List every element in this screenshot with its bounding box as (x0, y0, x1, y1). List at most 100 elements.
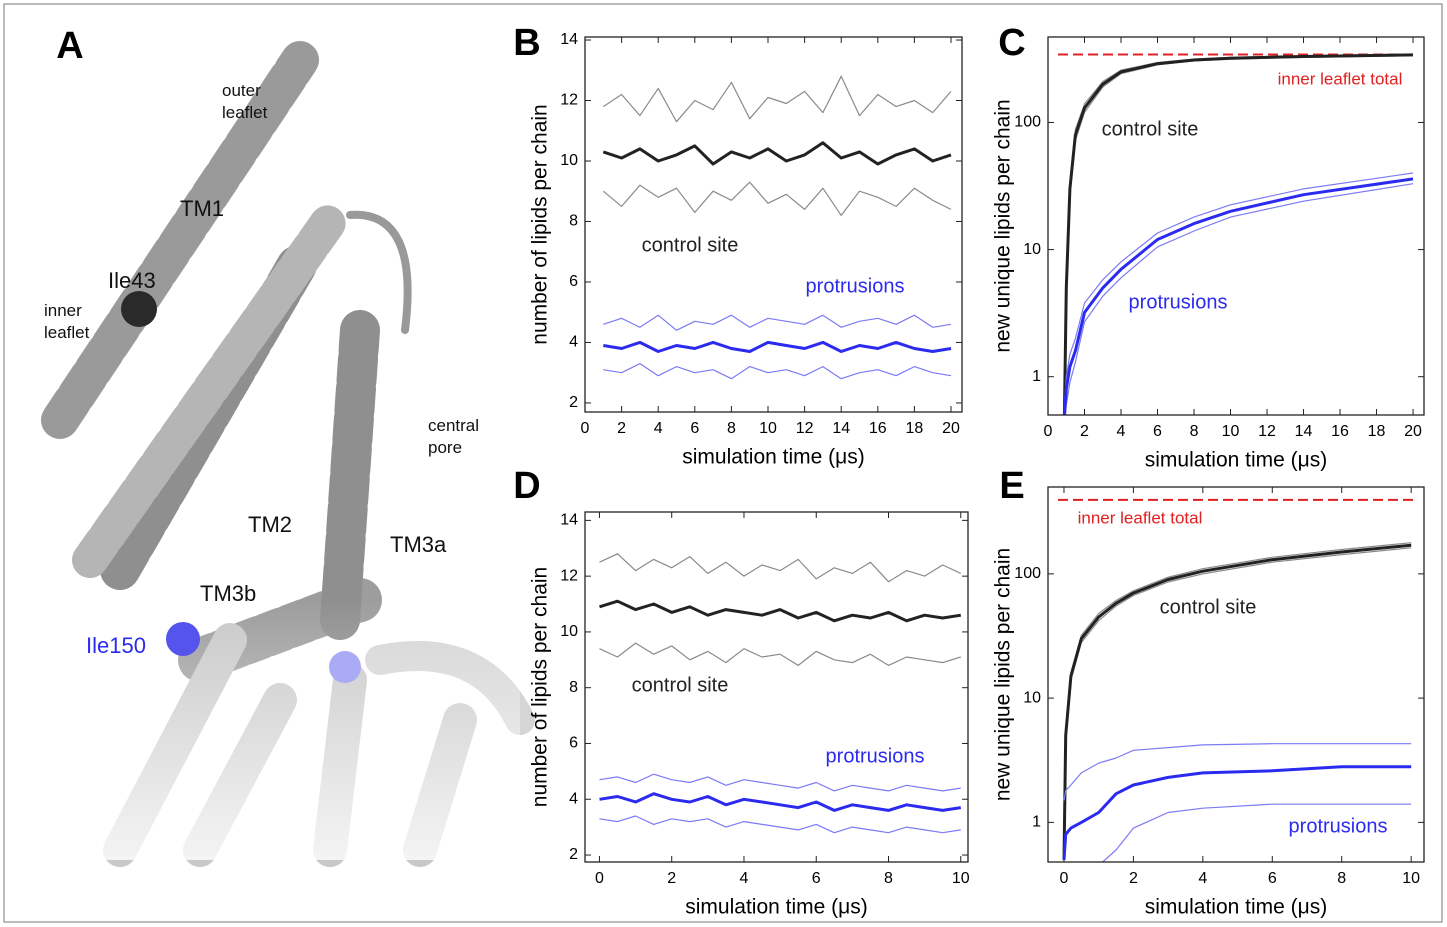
x-tick-label: 6 (1268, 870, 1277, 887)
series-label: protrusions (1129, 291, 1228, 313)
series-line (1063, 743, 1412, 801)
structure-label: TM2 (248, 512, 292, 537)
x-tick-label: 16 (869, 420, 887, 437)
plot-frame (584, 511, 969, 863)
y-tick-label: 6 (569, 273, 578, 290)
series-line (602, 181, 952, 216)
structure-label: central pore (428, 416, 480, 457)
ile43-sphere (121, 291, 157, 327)
series-line (1062, 765, 1412, 860)
plot-area (1058, 53, 1414, 415)
series-line (599, 773, 961, 792)
x-tick-label: 2 (1080, 423, 1089, 440)
structure-label: TM3a (390, 532, 447, 557)
series-label: control site (642, 234, 739, 256)
series-line (602, 141, 952, 166)
series-label: protrusions (1289, 815, 1388, 837)
series-line (599, 599, 962, 623)
y-tick-label: 4 (569, 334, 578, 351)
series-label: protrusions (806, 275, 905, 297)
x-tick-label: 4 (1117, 423, 1126, 440)
plot-frame (1047, 36, 1425, 416)
x-tick-label: 18 (906, 420, 924, 437)
x-tick-label: 0 (581, 420, 590, 437)
ile150-sphere-b (329, 651, 361, 683)
depth-fade (80, 600, 520, 860)
protein-structure (41, 41, 535, 867)
figure-border (3, 3, 1443, 923)
y-tick-label: 8 (569, 679, 578, 696)
x-tick-label: 10 (952, 870, 970, 887)
series-line (603, 314, 952, 331)
helix-back (72, 202, 348, 578)
y-tick-label: 1 (1032, 814, 1041, 831)
x-tick-label: 10 (1222, 423, 1240, 440)
x-tick-label: 12 (796, 420, 814, 437)
x-tick-label: 8 (727, 420, 736, 437)
x-tick-label: 8 (884, 870, 893, 887)
x-tick-label: 10 (759, 420, 777, 437)
reference-label: inner leaflet total (1278, 69, 1403, 88)
structure-label: Ile150 (86, 633, 146, 658)
y-axis-label: new unique lipids per chain (992, 548, 1015, 801)
structure-label: outer leaflet (222, 81, 268, 122)
series-line (1063, 53, 1414, 415)
x-tick-label: 18 (1368, 423, 1386, 440)
y-tick-label: 4 (569, 790, 578, 807)
x-tick-label: 6 (1153, 423, 1162, 440)
series-line (1062, 53, 1414, 415)
series-label: control site (1160, 596, 1257, 618)
x-axis-label: simulation time (μs) (685, 896, 867, 919)
series-line (1063, 172, 1414, 405)
x-tick-label: 0 (595, 870, 604, 887)
x-tick-label: 20 (1404, 423, 1422, 440)
y-tick-label: 10 (560, 152, 578, 169)
ile150-sphere (166, 622, 200, 656)
reference-label: inner leaflet total (1078, 508, 1203, 527)
series-line (602, 75, 952, 123)
series-line (603, 363, 952, 380)
plot-area (602, 75, 952, 380)
helix-tm1 (41, 41, 319, 439)
structure-label: TM1 (180, 196, 224, 221)
plot-frame (584, 36, 963, 413)
y-tick-label: 10 (1023, 241, 1041, 258)
y-tick-label: 14 (560, 31, 578, 48)
x-tick-label: 2 (617, 420, 626, 437)
panel-label: D (513, 465, 540, 507)
y-tick-label: 14 (560, 512, 578, 529)
series-line (599, 642, 961, 667)
y-tick-label: 12 (560, 567, 578, 584)
x-tick-label: 8 (1190, 423, 1199, 440)
x-tick-label: 14 (832, 420, 850, 437)
series-line (1063, 55, 1414, 415)
series-line (1062, 177, 1414, 415)
x-tick-label: 4 (654, 420, 663, 437)
y-tick-label: 6 (569, 735, 578, 752)
x-tick-label: 6 (690, 420, 699, 437)
helix-tm3a (320, 310, 380, 640)
y-tick-label: 2 (569, 846, 578, 863)
structure-label: Ile43 (108, 268, 156, 293)
panel-label: A (56, 25, 83, 67)
x-tick-label: 14 (1295, 423, 1313, 440)
x-axis-label: simulation time (μs) (682, 446, 864, 469)
x-tick-label: 0 (1060, 870, 1069, 887)
y-axis-label: new unique lipids per chain (992, 99, 1015, 352)
panel-label: E (999, 465, 1024, 507)
y-axis-label: number of lipids per chain (529, 104, 552, 344)
x-tick-label: 10 (1402, 870, 1420, 887)
loop (346, 210, 412, 334)
y-tick-label: 8 (569, 213, 578, 230)
x-tick-label: 12 (1258, 423, 1276, 440)
series-line (1101, 803, 1412, 862)
series-line (603, 340, 952, 353)
series-line (1063, 547, 1412, 860)
y-tick-label: 10 (1023, 689, 1041, 706)
y-tick-label: 12 (560, 92, 578, 109)
x-axis-label: simulation time (μs) (1145, 896, 1327, 919)
y-tick-label: 100 (1014, 114, 1041, 131)
y-tick-label: 2 (569, 394, 578, 411)
structure-label: inner leaflet (44, 301, 90, 342)
